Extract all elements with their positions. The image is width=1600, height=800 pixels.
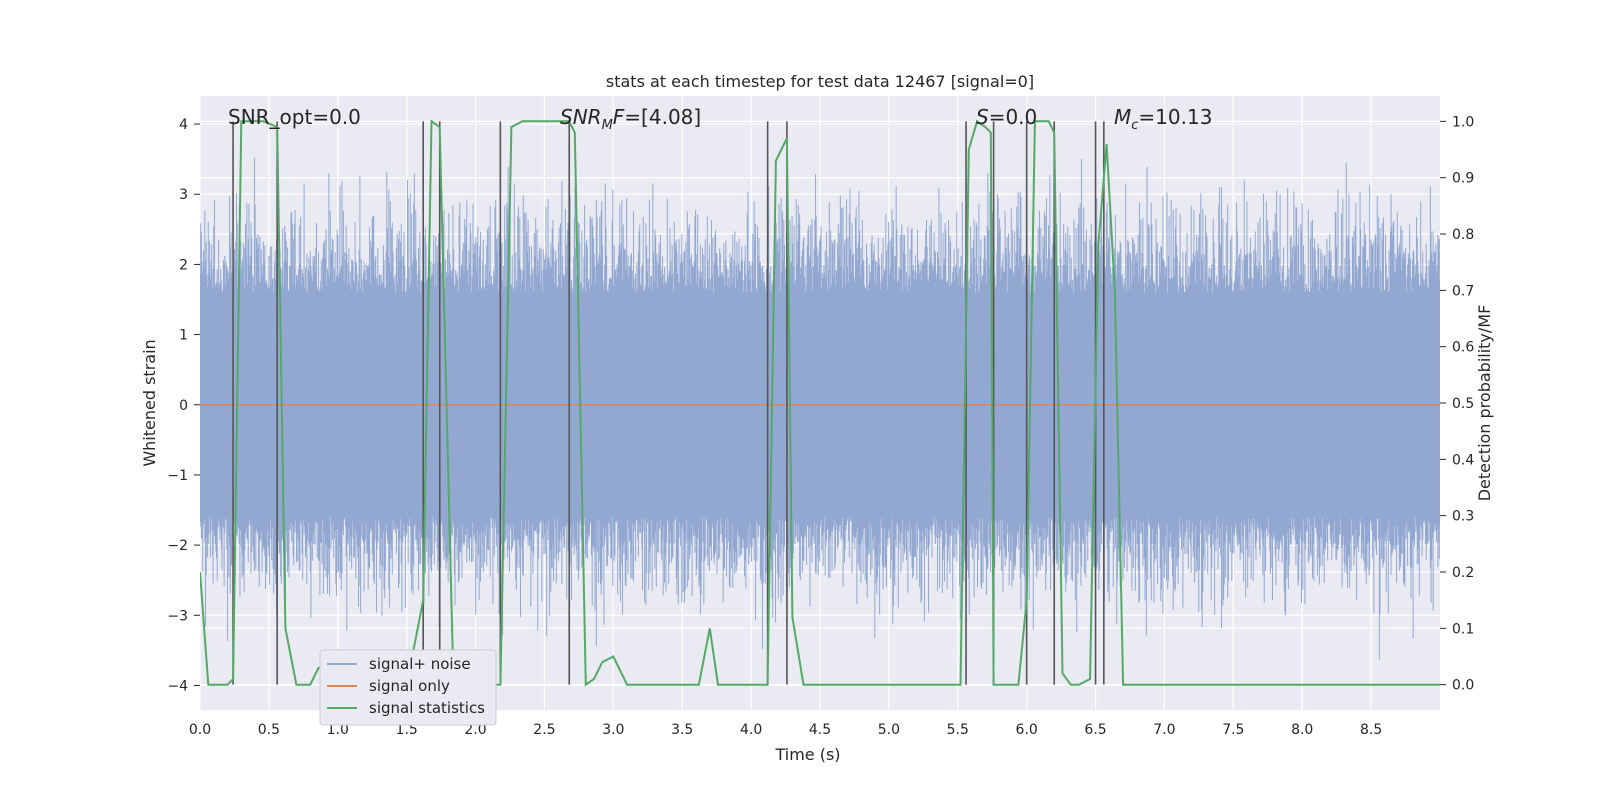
y-tick-label: 3 (179, 187, 188, 203)
x-tick-label: 7.0 (1153, 722, 1175, 738)
y-tick-label: 1 (179, 328, 188, 344)
y-axis-label: Whitened strain (140, 339, 159, 466)
x-tick-label: 1.0 (327, 722, 349, 738)
right-y-tick-label: 0.7 (1452, 283, 1474, 299)
right-y-tick-label: 0.3 (1452, 509, 1474, 525)
x-tick-label: 4.5 (809, 722, 831, 738)
right-y-tick-label: 0.0 (1452, 678, 1474, 694)
y-tick-label: −1 (167, 468, 188, 484)
x-tick-label: 2.5 (533, 722, 555, 738)
x-tick-label: 5.0 (878, 722, 900, 738)
y-tick-label: −3 (167, 608, 188, 624)
right-y-tick-label: 0.2 (1452, 565, 1474, 581)
x-tick-label: 6.5 (1084, 722, 1106, 738)
x-tick-label: 1.5 (396, 722, 418, 738)
chart-title: stats at each timestep for test data 124… (606, 72, 1034, 91)
right-y-tick-label: 0.9 (1452, 171, 1474, 187)
annotation-s: S=0.0 (976, 105, 1037, 129)
annotation-snr-mf: SNRMF=[4.08] (560, 105, 701, 133)
annotation-snr-opt: SNR_opt=0.0 (228, 105, 361, 129)
right-y-tick-label: 0.5 (1452, 396, 1474, 412)
right-y-tick-label: 0.8 (1452, 227, 1474, 243)
legend-box (319, 649, 497, 726)
y-tick-label: 0 (179, 398, 188, 414)
y-tick-label: −4 (167, 678, 188, 694)
x-tick-label: 0.0 (189, 722, 211, 738)
x-tick-label: 4.0 (740, 722, 762, 738)
x-tick-label: 7.5 (1222, 722, 1244, 738)
x-tick-label: 8.0 (1291, 722, 1313, 738)
right-y-tick-label: 0.1 (1452, 621, 1474, 637)
x-axis-label: Time (s) (774, 745, 840, 764)
y-axis-ticks: 4 3 2 1 0 −1 −2 −3 −4 (167, 117, 200, 694)
y-tick-label: 2 (179, 257, 188, 273)
y-tick-label: 4 (179, 117, 188, 133)
x-tick-label: 3.5 (671, 722, 693, 738)
x-tick-label: 2.0 (464, 722, 486, 738)
right-y-tick-label: 0.4 (1452, 452, 1474, 468)
x-tick-label: 5.5 (947, 722, 969, 738)
right-y-axis-label: Detection probability/MF (1475, 305, 1494, 502)
right-y-tick-label: 1.0 (1452, 114, 1474, 130)
y-tick-label: −2 (167, 538, 188, 554)
legend-label-signal-statistics: signal statistics (369, 699, 485, 717)
signal-statistics-series (200, 119, 1440, 687)
legend-label-signal-only: signal only (369, 677, 450, 695)
x-axis-ticks: 0.0 0.5 1.0 1.5 2.0 2.5 3.0 3.5 4.0 4.5 5.0 5.5 6.0 6… (189, 722, 1382, 738)
x-tick-label: 3.0 (602, 722, 624, 738)
legend: signal+ noise signal only signal statist… (319, 649, 497, 726)
right-y-axis-ticks: 1.0 0.9 0.8 0.7 0.6 0.5 0.4 0.3 0.2 0.1 0.0 (1440, 114, 1474, 694)
legend-label-signal-noise: signal+ noise (369, 655, 471, 673)
annotation-mc: Mc=10.13 (1114, 105, 1212, 133)
x-tick-label: 8.5 (1360, 722, 1382, 738)
x-tick-label: 6.0 (1016, 722, 1038, 738)
x-tick-label: 0.5 (258, 722, 280, 738)
right-y-tick-label: 0.6 (1452, 340, 1474, 356)
